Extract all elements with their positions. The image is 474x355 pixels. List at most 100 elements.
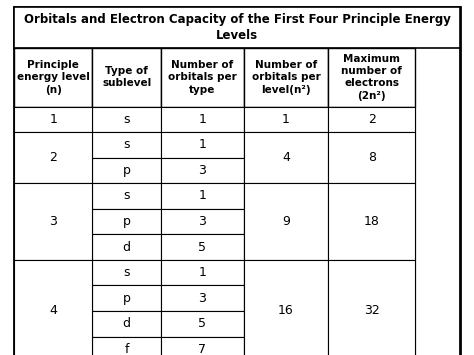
Text: Orbitals and Electron Capacity of the First Four Principle Energy
Levels: Orbitals and Electron Capacity of the Fi… [24, 13, 450, 42]
Bar [244, 234, 328, 260]
Bar [14, 132, 92, 183]
Text: Principle
energy level
(n): Principle energy level (n) [17, 60, 90, 95]
Text: d: d [123, 317, 131, 330]
Text: 3: 3 [199, 292, 206, 305]
Bar [328, 209, 415, 234]
Bar [14, 311, 92, 337]
Text: 5: 5 [199, 241, 207, 253]
Bar [161, 311, 244, 337]
Bar [14, 106, 92, 132]
Text: s: s [123, 113, 130, 126]
Bar [161, 260, 244, 285]
Text: f: f [125, 343, 129, 355]
Bar [328, 132, 415, 183]
Bar [14, 183, 92, 209]
Text: 1: 1 [199, 266, 206, 279]
Bar [328, 183, 415, 209]
Text: 3: 3 [199, 164, 206, 177]
Bar [14, 158, 92, 183]
Text: d: d [123, 241, 131, 253]
Text: 1: 1 [49, 113, 57, 126]
Bar [161, 234, 244, 260]
Bar [14, 183, 92, 260]
Bar [161, 48, 244, 106]
Text: Number of
orbitals per
level(n²): Number of orbitals per level(n²) [252, 60, 320, 95]
Text: 2: 2 [368, 113, 376, 126]
Bar [244, 337, 328, 355]
Text: 1: 1 [282, 113, 290, 126]
Bar [92, 209, 161, 234]
Text: 32: 32 [364, 305, 380, 317]
Bar [14, 285, 92, 311]
Bar [244, 209, 328, 234]
Bar [14, 48, 92, 106]
Bar [161, 209, 244, 234]
Text: 2: 2 [49, 151, 57, 164]
Bar [328, 234, 415, 260]
Bar [328, 132, 415, 158]
Bar [14, 234, 92, 260]
Text: 3: 3 [199, 215, 206, 228]
Text: 1: 1 [199, 138, 206, 151]
Bar [244, 260, 328, 355]
Text: 9: 9 [282, 215, 290, 228]
Text: s: s [123, 138, 130, 151]
Bar [14, 132, 92, 158]
Text: 1: 1 [199, 113, 206, 126]
Bar [161, 183, 244, 209]
Bar [328, 260, 415, 355]
Bar [92, 132, 161, 158]
Text: Type of
sublevel: Type of sublevel [102, 66, 151, 88]
Bar [328, 260, 415, 285]
Text: 1: 1 [199, 190, 206, 202]
Bar [161, 285, 244, 311]
Bar [328, 183, 415, 260]
Bar [328, 311, 415, 337]
Text: 4: 4 [282, 151, 290, 164]
Bar [244, 158, 328, 183]
Bar [92, 337, 161, 355]
Text: s: s [123, 266, 130, 279]
Text: p: p [123, 215, 131, 228]
Bar [244, 183, 328, 209]
Bar [14, 209, 92, 234]
Bar [92, 106, 161, 132]
Bar [14, 337, 92, 355]
Bar [161, 337, 244, 355]
Text: 18: 18 [364, 215, 380, 228]
Bar [92, 48, 161, 106]
Bar [244, 48, 328, 106]
Text: 16: 16 [278, 305, 294, 317]
Text: s: s [123, 190, 130, 202]
Bar [328, 337, 415, 355]
Text: p: p [123, 292, 131, 305]
Text: 7: 7 [199, 343, 207, 355]
Bar [92, 311, 161, 337]
Bar [161, 106, 244, 132]
Text: 3: 3 [49, 215, 57, 228]
Bar [244, 183, 328, 260]
Bar [328, 106, 415, 132]
Bar [244, 132, 328, 183]
Bar [161, 132, 244, 158]
Text: Number of
orbitals per
type: Number of orbitals per type [168, 60, 237, 95]
Bar [328, 48, 415, 106]
Text: 8: 8 [368, 151, 376, 164]
Bar [244, 311, 328, 337]
Bar [244, 106, 328, 132]
Bar [92, 158, 161, 183]
Bar [328, 106, 415, 132]
Bar [92, 234, 161, 260]
Bar [244, 106, 328, 132]
Text: 5: 5 [199, 317, 207, 330]
Text: 4: 4 [49, 305, 57, 317]
Bar [92, 285, 161, 311]
Bar [328, 158, 415, 183]
Bar [14, 106, 92, 132]
Bar [14, 260, 92, 355]
Bar [92, 183, 161, 209]
Bar [244, 132, 328, 158]
Bar [92, 260, 161, 285]
Text: Maximum
number of
electrons
(2n²): Maximum number of electrons (2n²) [341, 54, 402, 101]
Bar [328, 285, 415, 311]
